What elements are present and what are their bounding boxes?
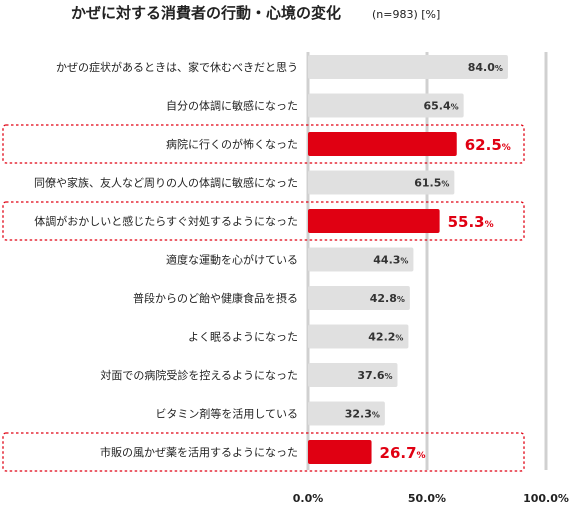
bar: [308, 55, 508, 79]
bar-row: 自分の体調に敏感になった 65.4%: [166, 93, 464, 118]
x-tick-label: 50.0%: [408, 492, 446, 505]
highlight-frame: [2, 432, 525, 472]
value-label: 42.2%: [368, 331, 403, 344]
x-axis: 0.0% 50.0% 100.0%: [293, 492, 569, 505]
bar-row: 適度な運動を心がけている 44.3%: [166, 247, 414, 272]
bar-row: よく眠るようになった 42.2%: [188, 324, 409, 349]
category-label: 同僚や家族、友人など周りの人の体調に敏感になった: [34, 176, 298, 190]
bar: [308, 170, 455, 195]
value-label: 42.8%: [370, 292, 405, 305]
value-label: 26.7%: [380, 444, 426, 462]
bar-row: 市販の風かぜ薬を活用するようになった 26.7%: [2, 432, 525, 472]
bar-row: 病院に行くのが怖くなった 62.5%: [2, 124, 525, 164]
highlight-frame: [2, 201, 525, 241]
category-label: 市販の風かぜ薬を活用するようになった: [100, 445, 298, 459]
category-label: よく眠るようになった: [188, 331, 298, 344]
value-label: 61.5%: [414, 177, 449, 190]
bar-row: 同僚や家族、友人など周りの人の体調に敏感になった 61.5%: [34, 170, 455, 195]
value-label: 84.0%: [468, 61, 503, 74]
bar: [308, 363, 398, 387]
category-label: 普段からのど飴や健康食品を摂る: [133, 291, 298, 305]
bar-row: 普段からのど飴や健康食品を摂る 42.8%: [133, 286, 410, 310]
category-label: 体調がおかしいと感じたらすぐ対処するようになった: [34, 214, 298, 228]
bar: [308, 132, 457, 156]
category-label: 対面での病院受診を控えるようになった: [100, 368, 298, 382]
highlight-frame: [2, 124, 525, 164]
chart-subtitle: (n=983) [%]: [372, 8, 440, 21]
category-label: ビタミン剤等を活用している: [155, 407, 298, 421]
bar-row: ビタミン剤等を活用している 32.3%: [155, 401, 385, 426]
value-label: 37.6%: [357, 369, 392, 382]
x-tick-label: 0.0%: [293, 492, 324, 505]
bar: [308, 324, 409, 349]
bar-row: 対面での病院受診を控えるようになった 37.6%: [100, 363, 398, 387]
value-label: 62.5%: [465, 136, 511, 154]
value-label: 44.3%: [373, 254, 408, 267]
category-label: 病院に行くのが怖くなった: [166, 137, 298, 151]
value-label: 32.3%: [345, 408, 380, 421]
bar: [308, 286, 410, 310]
value-label: 65.4%: [423, 100, 458, 113]
category-label: 適度な運動を心がけている: [166, 253, 298, 267]
value-label: 55.3%: [448, 213, 494, 231]
bar-row: 体調がおかしいと感じたらすぐ対処するようになった 55.3%: [2, 201, 525, 241]
bar: [308, 93, 464, 118]
x-tick-label: 100.0%: [523, 492, 569, 505]
category-label: かぜの症状があるときは、家で休むべきだと思う: [56, 60, 298, 74]
bar: [308, 247, 414, 272]
bar-row: かぜの症状があるときは、家で休むべきだと思う 84.0%: [56, 55, 508, 79]
bar: [308, 401, 385, 426]
category-label: 自分の体調に敏感になった: [166, 99, 298, 113]
bars-layer: かぜの症状があるときは、家で休むべきだと思う 84.0% 自分の体調に敏感になった 6…: [2, 55, 525, 472]
bar: [308, 209, 440, 233]
chart-title: かぜに対する消費者の行動・心境の変化: [71, 4, 341, 22]
bar: [308, 440, 372, 464]
